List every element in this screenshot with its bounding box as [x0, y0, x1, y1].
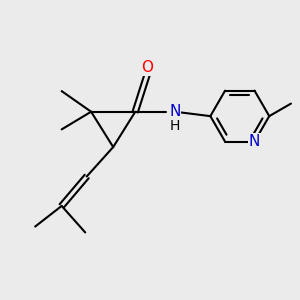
Text: N: N — [249, 134, 260, 149]
Text: H: H — [169, 119, 179, 134]
Text: N: N — [169, 104, 181, 119]
Text: O: O — [141, 60, 153, 75]
